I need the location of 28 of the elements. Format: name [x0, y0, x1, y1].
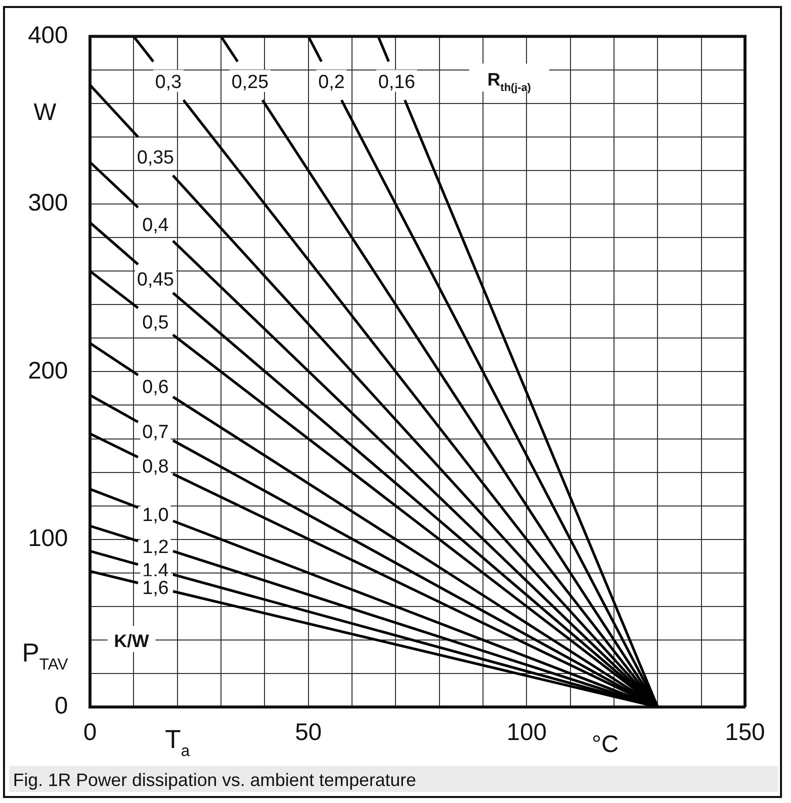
series-label: 0,5	[142, 312, 169, 334]
series-label: 0,25	[232, 72, 269, 93]
y-tick-label: 100	[28, 524, 68, 552]
series-label: 0,2	[318, 72, 345, 93]
series-label: 0,35	[137, 147, 174, 168]
series-label: 0,4	[142, 215, 170, 236]
series-label: 1,4	[142, 560, 170, 582]
series-label: 0,45	[137, 270, 174, 291]
series-label: 0,7	[142, 422, 169, 444]
caption: Fig. 1R Power dissipation vs. ambient temperature	[13, 770, 416, 790]
series-label: 0,8	[142, 456, 169, 478]
x-tick-label: 50	[294, 719, 322, 746]
text: W	[34, 99, 57, 126]
series-label: 1,0	[142, 505, 169, 526]
text: °C	[592, 731, 619, 758]
y-tick-label: 400	[28, 22, 68, 50]
series-label: 1,2	[142, 537, 169, 558]
series-label: 0,6	[142, 376, 169, 398]
y-tick-label: 0	[54, 692, 68, 720]
series-label: 0,3	[155, 72, 182, 93]
x-tick-label: 100	[506, 719, 547, 746]
y-tick-label: 300	[28, 190, 68, 217]
y-tick-label: 200	[28, 357, 68, 384]
x-tick-label: 150	[724, 719, 766, 746]
series-label: 1,6	[142, 578, 169, 600]
x-tick-label: 0	[83, 719, 97, 746]
series-label: 0,16	[378, 72, 416, 93]
annotation: K/W	[114, 630, 149, 651]
